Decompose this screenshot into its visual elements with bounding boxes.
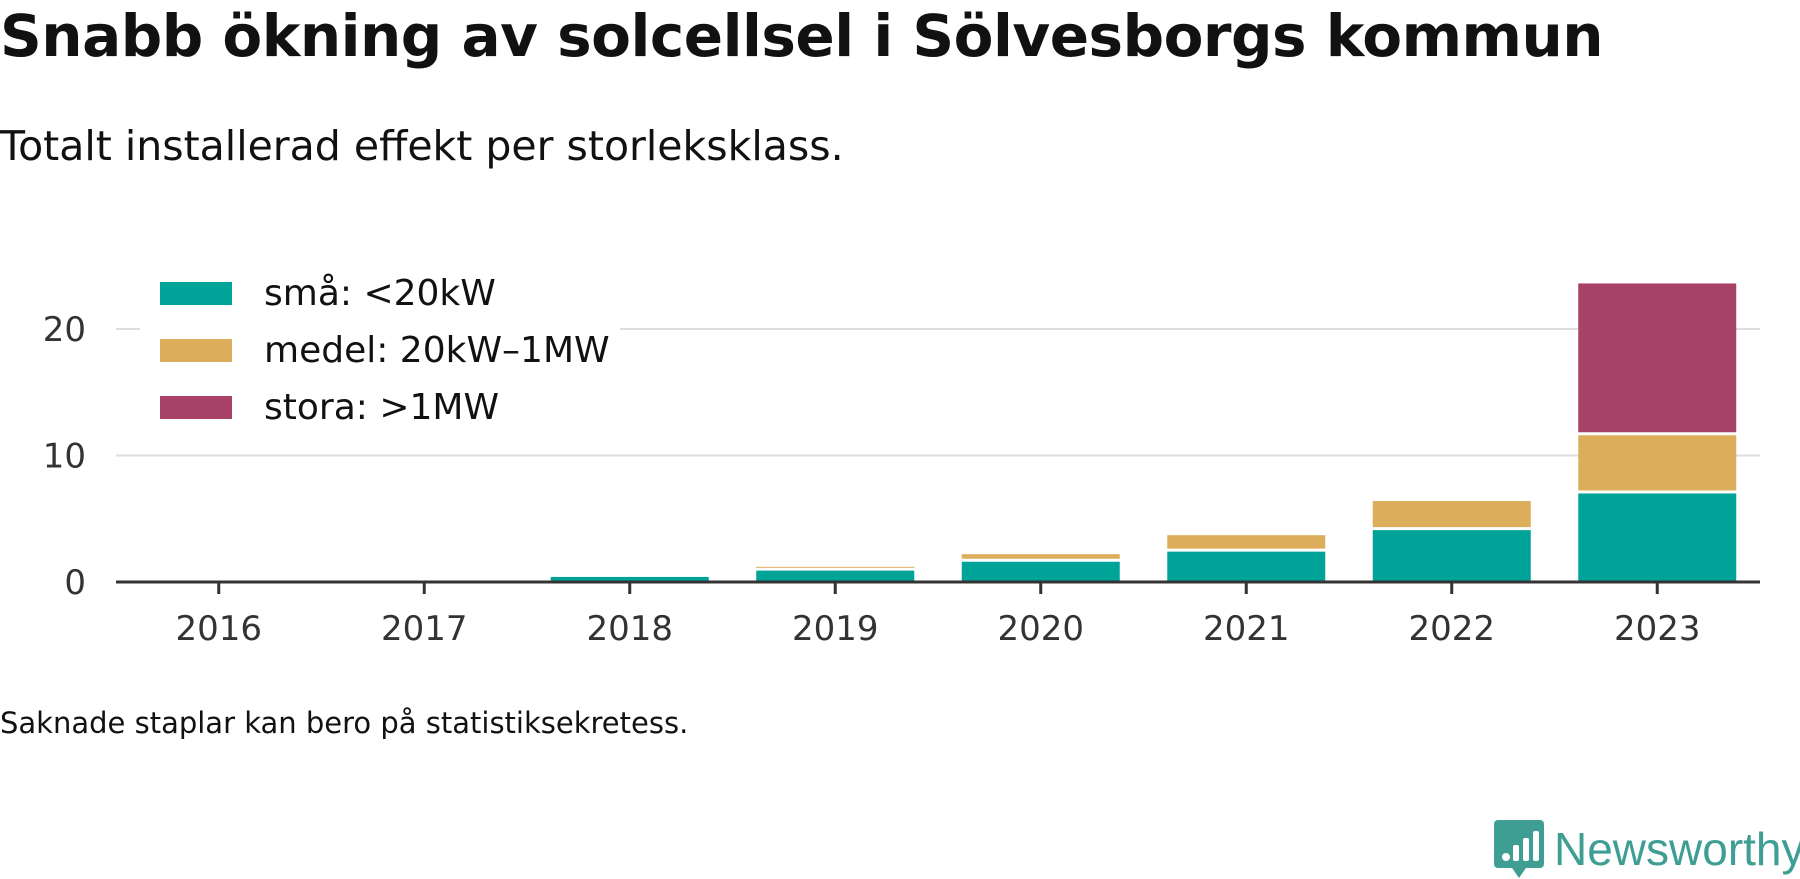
bar-segment <box>961 561 1120 582</box>
legend-label: medel: 20kW–1MW <box>264 330 610 371</box>
bar-segment <box>756 566 915 568</box>
bar-segment <box>1578 283 1737 433</box>
bar-segment <box>1167 551 1326 582</box>
bar-segment <box>1167 535 1326 549</box>
x-tick-label: 2020 <box>997 609 1084 649</box>
bar-segment <box>1372 530 1531 582</box>
bar-segment <box>961 554 1120 559</box>
y-tick-label: 10 <box>43 437 86 477</box>
legend-swatch <box>160 396 232 419</box>
y-tick-label: 0 <box>64 563 86 603</box>
x-tick-label: 2022 <box>1408 609 1495 649</box>
bar-segment <box>1578 493 1737 582</box>
legend-swatch <box>160 339 232 362</box>
y-tick-label: 20 <box>43 310 86 350</box>
bar-segment <box>550 576 709 582</box>
x-tick-label: 2018 <box>586 609 673 649</box>
brand-name: Newsworthy <box>1554 823 1800 875</box>
chart-subtitle: Totalt installerad effekt per storlekskl… <box>0 122 844 170</box>
legend-swatch <box>160 282 232 305</box>
x-tick-label: 2016 <box>175 609 262 649</box>
x-tick-label: 2017 <box>381 609 468 649</box>
brand-logo: Newsworthy <box>1494 820 1800 878</box>
x-tick-label: 2021 <box>1203 609 1290 649</box>
bar-segment <box>756 570 915 582</box>
legend-label: små: <20kW <box>264 273 496 314</box>
legend-label: stora: >1MW <box>264 387 499 428</box>
chart-title: Snabb ökning av solcellsel i Sölvesborgs… <box>0 2 1604 70</box>
bar-segment <box>1578 435 1737 491</box>
bar-segment <box>1372 501 1531 528</box>
x-tick-label: 2023 <box>1614 609 1701 649</box>
newsworthy-logo-icon <box>1494 820 1544 878</box>
footnote: Saknade staplar kan bero på statistiksek… <box>0 706 689 740</box>
x-tick-label: 2019 <box>792 609 879 649</box>
